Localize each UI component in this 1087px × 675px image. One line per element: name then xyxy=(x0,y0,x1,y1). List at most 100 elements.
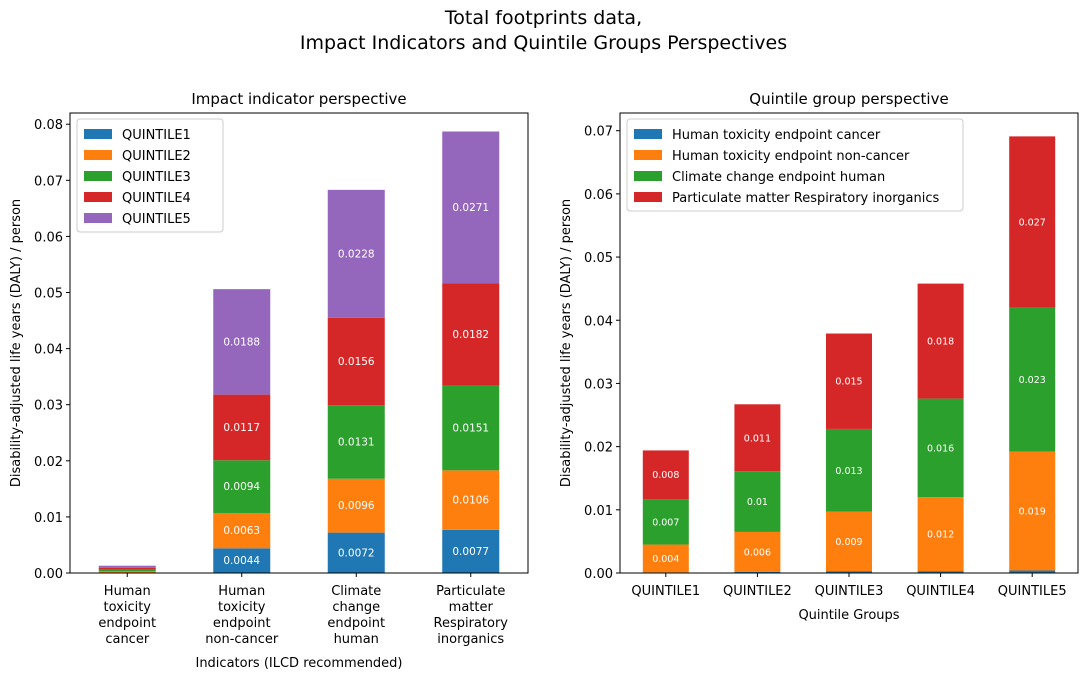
y-tick-label: 0.02 xyxy=(584,441,613,456)
data-label: 0.011 xyxy=(744,433,771,444)
data-label: 0.0271 xyxy=(452,202,489,214)
data-label: 0.0188 xyxy=(223,336,260,348)
data-label: 0.007 xyxy=(652,517,679,528)
y-tick-label: 0.05 xyxy=(584,251,613,266)
data-label: 0.0077 xyxy=(452,546,489,558)
x-tick-label: QUINTILE1 xyxy=(631,584,700,599)
bar-segment xyxy=(642,499,689,545)
x-tick-label: endpoint xyxy=(98,616,156,631)
y-tick-label: 0.08 xyxy=(34,118,63,133)
bar-segment xyxy=(917,398,964,498)
y-tick-label: 0.03 xyxy=(584,377,613,392)
x-tick-label: change xyxy=(332,600,380,615)
bar-segment xyxy=(1009,570,1056,573)
x-tick-label: matter xyxy=(449,600,494,615)
data-label: 0.0096 xyxy=(338,500,375,512)
data-label: 0.0151 xyxy=(452,422,489,434)
legend-swatch xyxy=(634,150,662,160)
legend-swatch xyxy=(634,171,662,181)
legend-label: Human toxicity endpoint non-cancer xyxy=(672,149,910,164)
x-tick-label: endpoint xyxy=(213,616,271,631)
y-tick-label: 0.01 xyxy=(34,511,63,526)
x-axis-label: Indicators (ILCD recommended) xyxy=(195,656,402,671)
figure-title: Total footprints data, Impact Indicators… xyxy=(0,6,1087,56)
bar-segment xyxy=(917,571,964,573)
bar-segment xyxy=(98,571,156,573)
x-tick-label: Particulate xyxy=(436,584,505,599)
bar-segment xyxy=(327,317,385,406)
x-tick-label: endpoint xyxy=(327,616,385,631)
data-label: 0.027 xyxy=(1019,217,1046,228)
bar-segment xyxy=(98,569,156,572)
bar-segment xyxy=(734,404,781,472)
bar-segment xyxy=(642,544,689,573)
data-label: 0.012 xyxy=(927,530,954,541)
data-label: 0.009 xyxy=(835,537,862,548)
data-label: 0.004 xyxy=(652,554,679,565)
y-tick-label: 0.07 xyxy=(584,125,613,140)
bar-segment xyxy=(327,189,385,318)
bar-segment xyxy=(213,548,271,573)
legend-swatch xyxy=(84,213,112,223)
y-tick-label: 0.00 xyxy=(584,567,613,582)
legend-swatch xyxy=(634,192,662,202)
bar-segment xyxy=(826,571,872,573)
data-label: 0.0072 xyxy=(338,547,375,559)
bar-segment xyxy=(734,471,781,532)
bar-segment xyxy=(327,532,385,573)
legend-label: QUINTILE4 xyxy=(122,191,191,206)
bar-segment xyxy=(327,405,385,479)
bar-segment xyxy=(1009,307,1056,452)
bar-segment xyxy=(213,289,271,395)
x-tick-label: Human xyxy=(218,584,265,599)
x-tick-label: Climate xyxy=(331,584,381,599)
data-label: 0.015 xyxy=(835,377,862,388)
bar-segment xyxy=(734,531,781,572)
bar-segment xyxy=(213,512,271,549)
chart-title: Impact indicator perspective xyxy=(191,90,406,108)
legend-label: Human toxicity endpoint cancer xyxy=(672,128,881,143)
legend-label: QUINTILE3 xyxy=(122,170,191,185)
data-label: 0.0228 xyxy=(338,248,375,260)
data-label: 0.0094 xyxy=(223,481,260,493)
bar-segment xyxy=(826,511,872,572)
data-label: 0.016 xyxy=(927,443,954,454)
legend-label: QUINTILE2 xyxy=(122,149,191,164)
legend-label: QUINTILE1 xyxy=(122,128,191,143)
bar-segment xyxy=(213,394,271,461)
bar-segment xyxy=(442,385,500,471)
data-label: 0.013 xyxy=(835,466,862,477)
y-tick-label: 0.06 xyxy=(34,230,63,245)
x-tick-label: inorganics xyxy=(437,632,504,647)
x-tick-label: QUINTILE2 xyxy=(723,584,792,599)
data-label: 0.0106 xyxy=(452,495,489,507)
legend: QUINTILE1 QUINTILE2 QUINTILE3 QUINTILE4 QUIN… xyxy=(76,118,224,233)
figure-title-line-2: Impact Indicators and Quintile Groups Pe… xyxy=(299,32,788,54)
bar-segment xyxy=(642,450,689,500)
x-tick-label: non-cancer xyxy=(205,632,279,647)
chart-panel-1: Impact indicator perspective 0.0044 0.0063… xyxy=(9,90,529,671)
data-label: 0.0156 xyxy=(338,356,375,368)
legend-swatch xyxy=(84,150,112,160)
y-tick-label: 0.03 xyxy=(34,399,63,414)
chart-title: Quintile group perspective xyxy=(749,90,948,108)
data-label: 0.019 xyxy=(1019,507,1046,518)
data-label: 0.018 xyxy=(927,337,954,348)
legend-box xyxy=(626,118,964,212)
y-tick-label: 0.06 xyxy=(584,188,613,203)
bar-segment xyxy=(442,470,500,530)
bar-segment xyxy=(1009,136,1056,308)
data-label: 0.008 xyxy=(652,470,679,481)
x-tick-label: Respiratory xyxy=(434,616,509,631)
x-tick-label: toxicity xyxy=(218,600,266,615)
x-tick-label: human xyxy=(334,632,379,647)
bar-segment xyxy=(734,571,781,573)
data-label: 0.0182 xyxy=(452,329,489,341)
chart-panel-2: Quintile group perspective 0.004 0.007 0.00… xyxy=(559,90,1079,623)
y-tick-label: 0.04 xyxy=(34,343,63,358)
bar-segment xyxy=(327,478,385,533)
data-label: 0.0063 xyxy=(223,525,260,537)
y-axis-label: Disability-adjusted life years (DALY) / … xyxy=(9,199,24,487)
bar-segment xyxy=(826,333,872,429)
